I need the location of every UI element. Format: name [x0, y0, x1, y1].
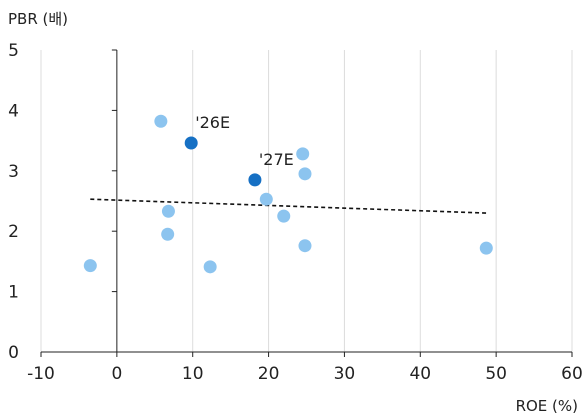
highlight-point [184, 136, 198, 150]
data-points [83, 114, 493, 274]
data-point [259, 192, 273, 206]
point-label: '27E [259, 150, 294, 169]
y-tick-label: 4 [8, 101, 19, 121]
point-labels: '26E '27E [195, 113, 294, 169]
data-point [298, 239, 312, 253]
data-point [296, 147, 310, 161]
trendline [90, 198, 487, 214]
trendline-layer [90, 198, 487, 214]
x-axis-label: ROE (%) [516, 397, 578, 415]
x-tick-label: 50 [485, 364, 507, 384]
y-tick-label: 1 [8, 283, 19, 303]
x-tick-label: 40 [409, 364, 431, 384]
x-tick-label: 30 [334, 364, 356, 384]
y-tick-label: 2 [8, 222, 19, 242]
y-tick-label: 3 [8, 162, 19, 182]
y-tick-label: 0 [8, 343, 19, 363]
data-point [203, 260, 217, 274]
x-tick-label: 60 [561, 364, 583, 384]
axes [40, 49, 573, 357]
data-point [161, 227, 175, 241]
x-tick-label: -10 [27, 364, 55, 384]
data-point [154, 114, 168, 128]
highlight-point [248, 173, 262, 187]
tick-labels: -10 0 10 20 30 40 50 60 0 1 2 3 4 5 [8, 41, 583, 384]
y-axis-label: PBR (배) [8, 10, 68, 28]
data-point [277, 209, 291, 223]
data-point [298, 167, 312, 181]
data-point [83, 259, 97, 273]
y-tick-label: 5 [8, 41, 19, 61]
point-label: '26E [195, 113, 230, 132]
x-tick-label: 20 [258, 364, 280, 384]
x-tick-label: 10 [182, 364, 204, 384]
data-point [479, 241, 493, 255]
data-point [161, 204, 175, 218]
x-tick-label: 0 [111, 364, 122, 384]
